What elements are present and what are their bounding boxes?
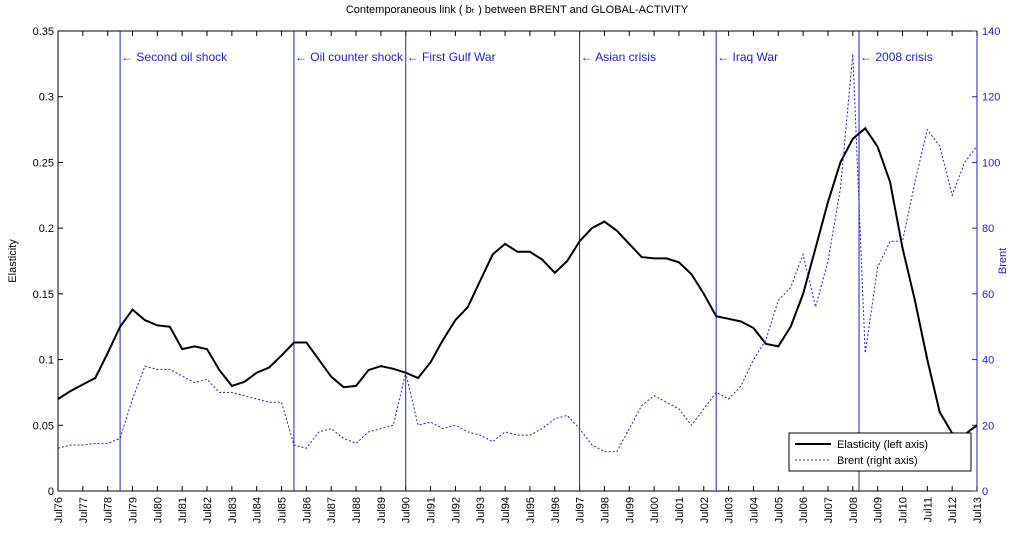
x-tick-label: Jul12 [947, 497, 959, 523]
x-tick-label: Jul04 [748, 497, 760, 523]
x-tick-label: Jul80 [152, 497, 164, 523]
y2-tick-label: 120 [982, 92, 1000, 104]
x-tick-label: Jul93 [475, 497, 487, 523]
x-tick-label: Jul07 [823, 497, 835, 523]
x-tick-label: Jul88 [351, 497, 363, 523]
x-tick-label: Jul99 [624, 497, 636, 523]
event-label: ← Asian crisis [581, 50, 656, 64]
x-tick-label: Jul09 [873, 497, 885, 523]
x-tick-label: Jul96 [550, 497, 562, 523]
x-tick-label: Jul86 [301, 497, 313, 523]
y-tick-label: 0.3 [39, 92, 54, 104]
x-tick-label: Jul84 [252, 497, 264, 523]
x-tick-label: Jul97 [575, 497, 587, 523]
y-tick-label: 0.15 [33, 289, 54, 301]
x-tick-label: Jul78 [103, 497, 115, 523]
series-line [57, 53, 978, 453]
event-label: ← Second oil shock [121, 50, 228, 64]
x-tick-label: Jul01 [674, 497, 686, 523]
x-tick-label: Jul05 [773, 497, 785, 523]
legend-label: Brent (right axis) [837, 455, 918, 467]
x-tick-label: Jul08 [848, 497, 860, 523]
x-tick-label: Jul89 [376, 497, 388, 523]
legend-box [788, 432, 972, 472]
x-tick-label: Jul87 [326, 497, 338, 523]
x-tick-label: Jul06 [798, 497, 810, 523]
y-tick-label: 0 [48, 486, 54, 498]
x-tick-label: Jul02 [699, 497, 711, 523]
y2-axis-label: Brent [997, 248, 1009, 274]
x-tick-label: Jul85 [277, 497, 289, 523]
y2-tick-label: 40 [982, 355, 994, 367]
y-tick-label: 0.25 [33, 157, 54, 169]
x-tick-label: Jul03 [724, 497, 736, 523]
x-tick-label: Jul83 [227, 497, 239, 523]
x-tick-label: Jul82 [202, 497, 214, 523]
chart-title: Contemporaneous link ( bₜ ) between BREN… [346, 4, 689, 16]
x-tick-label: Jul10 [897, 497, 909, 523]
y-tick-label: 0.2 [39, 223, 54, 235]
x-tick-label: Jul77 [78, 497, 90, 523]
x-tick-label: Jul76 [53, 497, 65, 523]
legend-label: Elasticity (left axis) [837, 439, 928, 451]
y2-tick-label: 20 [982, 420, 994, 432]
x-tick-label: Jul11 [922, 497, 934, 522]
x-tick-label: Jul00 [649, 497, 661, 523]
x-tick-label: Jul94 [500, 497, 512, 523]
series-line [57, 126, 978, 436]
x-tick-label: Jul98 [599, 497, 611, 523]
y-axis-label: Elasticity [7, 239, 19, 283]
event-label: ← First Gulf War [407, 50, 496, 64]
plot-frame [57, 30, 978, 492]
y-tick-label: 0.35 [33, 26, 54, 38]
x-tick-label: Jul91 [426, 497, 438, 523]
x-tick-label: Jul79 [128, 497, 140, 523]
x-tick-label: Jul13 [972, 497, 984, 523]
y2-tick-label: 100 [982, 157, 1000, 169]
event-label: ← 2008 crisis [860, 50, 933, 64]
y-tick-label: 0.05 [33, 420, 54, 432]
x-tick-label: Jul90 [401, 497, 413, 523]
x-tick-label: Jul95 [525, 497, 537, 523]
y2-tick-label: 0 [982, 486, 988, 498]
event-label: ← Oil counter shock [295, 50, 404, 64]
y2-tick-label: 60 [982, 289, 994, 301]
y-tick-label: 0.1 [39, 355, 54, 367]
x-tick-label: Jul92 [450, 497, 462, 523]
x-tick-label: Jul81 [177, 497, 189, 523]
event-label: ← Iraq War [717, 50, 778, 64]
y2-tick-label: 140 [982, 26, 1000, 38]
y2-tick-label: 80 [982, 223, 994, 235]
